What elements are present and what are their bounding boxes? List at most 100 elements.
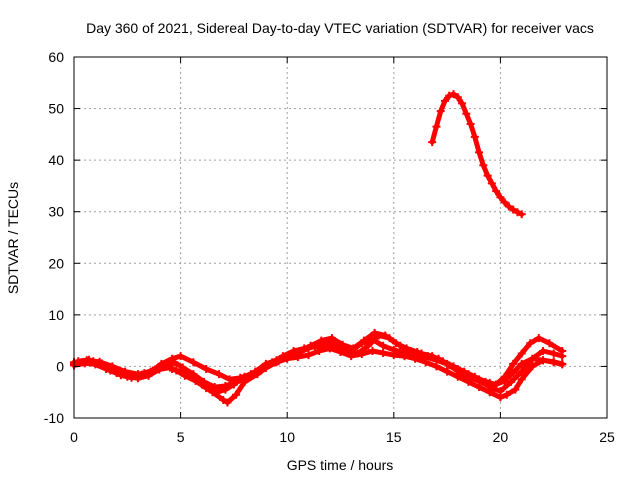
data-point — [496, 193, 505, 202]
data-point — [332, 344, 341, 353]
x-tick-label: 25 — [599, 429, 615, 445]
data-point — [379, 341, 388, 350]
data-point — [402, 344, 411, 353]
data-point — [327, 334, 336, 343]
data-point — [212, 388, 221, 397]
data-point — [148, 366, 157, 375]
data-point — [528, 362, 537, 371]
data-point — [391, 339, 400, 348]
data-point — [504, 202, 513, 211]
data-point — [475, 383, 484, 392]
data-point — [502, 390, 511, 399]
data-point — [479, 161, 488, 170]
data-point — [172, 366, 181, 375]
data-point — [549, 349, 558, 358]
data-point — [368, 346, 377, 355]
data-point — [317, 336, 326, 345]
data-point — [389, 345, 398, 354]
data-point — [475, 148, 484, 157]
data-point — [423, 352, 432, 361]
data-point — [214, 370, 223, 379]
data-point — [242, 375, 251, 384]
data-point — [445, 361, 454, 370]
y-tick-label: 40 — [48, 152, 64, 168]
x-tick-label: 15 — [386, 429, 402, 445]
data-point — [349, 344, 358, 353]
data-point — [432, 122, 441, 131]
data-point — [202, 365, 211, 374]
data-point — [509, 368, 518, 377]
chart-title: Day 360 of 2021, Sidereal Day-to-day VTE… — [86, 20, 594, 36]
data-point — [274, 357, 283, 366]
data-point — [306, 341, 315, 350]
y-tick-label: 50 — [48, 101, 64, 117]
data-point — [189, 358, 198, 367]
data-point — [223, 398, 232, 407]
data-point — [466, 373, 475, 382]
data-point — [232, 377, 241, 386]
y-tick-label: 20 — [48, 255, 64, 271]
series-trace — [71, 333, 565, 387]
data-point — [507, 377, 516, 386]
plot-frame — [73, 56, 608, 419]
data-point — [513, 208, 522, 217]
data-point — [458, 99, 467, 108]
y-tick-label: -10 — [44, 410, 64, 426]
data-point — [449, 90, 458, 99]
data-point — [219, 395, 228, 404]
data-point — [526, 339, 535, 348]
data-point — [295, 346, 304, 355]
data-point — [116, 371, 125, 380]
data-point — [379, 349, 388, 358]
data-point — [95, 359, 104, 368]
y-tick-label: 30 — [48, 204, 64, 220]
data-point — [159, 362, 168, 371]
data-point — [517, 349, 526, 358]
data-point — [558, 360, 567, 369]
data-point — [353, 349, 362, 358]
data-point — [545, 339, 554, 348]
grid — [74, 57, 607, 418]
data-point — [511, 385, 520, 394]
data-point — [370, 328, 379, 337]
data-point — [381, 331, 390, 340]
data-point — [221, 382, 230, 391]
data-point — [517, 359, 526, 368]
data-point — [106, 366, 115, 375]
data-point — [127, 373, 136, 382]
data-point — [443, 367, 452, 376]
y-tick-label: 60 — [48, 49, 64, 65]
data-point — [178, 363, 187, 372]
series-trace — [429, 91, 525, 217]
data-point — [321, 341, 330, 350]
data-point — [517, 210, 526, 219]
data-point — [483, 171, 492, 180]
data-point — [509, 359, 518, 368]
data-point — [534, 334, 543, 343]
data-point — [189, 370, 198, 379]
data-point — [462, 109, 471, 118]
data-point — [517, 367, 526, 376]
y-axis-label: SDTVAR / TECUs — [5, 182, 21, 294]
x-tick-label: 0 — [70, 429, 78, 445]
data-point — [539, 356, 548, 365]
series-track-4 — [74, 328, 567, 396]
data-point — [428, 138, 437, 147]
data-point — [549, 358, 558, 367]
data-point — [436, 107, 445, 116]
data-point — [364, 341, 373, 350]
y-tick-label: 0 — [56, 358, 64, 374]
data-point — [74, 357, 83, 366]
data-point — [487, 384, 496, 393]
data-point — [359, 336, 368, 345]
data-point — [558, 352, 567, 361]
y-tick-label: 10 — [48, 307, 64, 323]
data-point — [434, 354, 443, 363]
data-point — [477, 377, 486, 386]
data-point — [304, 351, 313, 360]
x-tick-label: 20 — [493, 429, 509, 445]
data-point — [487, 179, 496, 188]
data-point — [500, 372, 509, 381]
data-point — [528, 354, 537, 363]
